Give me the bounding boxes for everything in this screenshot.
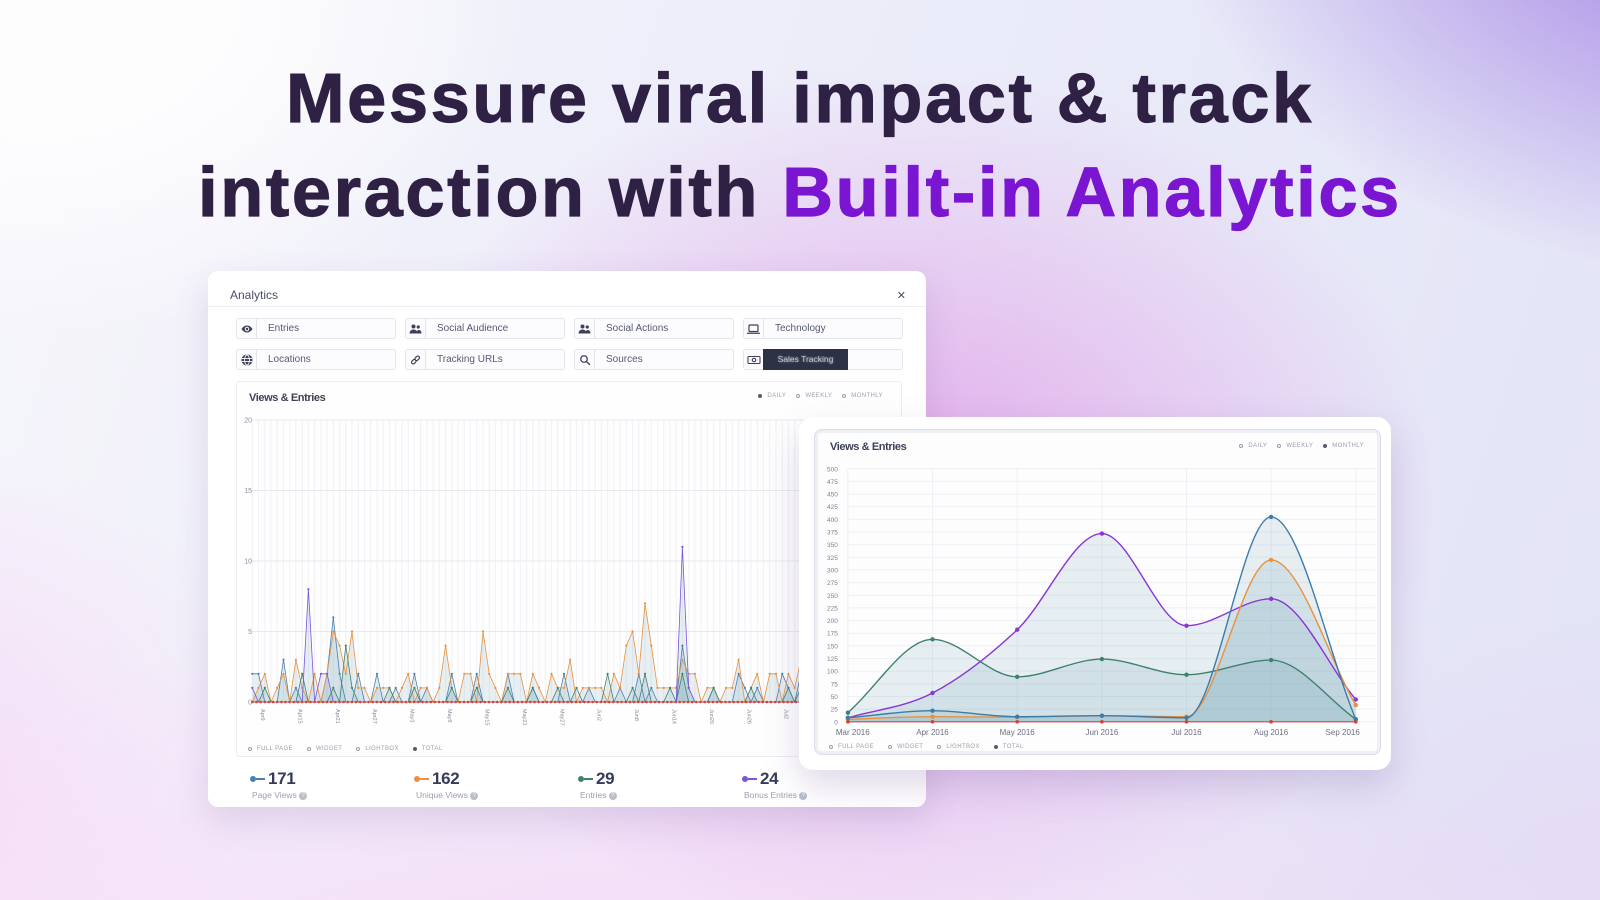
- svg-text:Jun2: Jun2: [596, 709, 602, 721]
- svg-text:Sep 2016: Sep 2016: [1326, 728, 1361, 737]
- svg-text:Jun8: Jun8: [633, 709, 639, 721]
- svg-text:50: 50: [831, 694, 839, 701]
- svg-text:15: 15: [244, 488, 252, 495]
- svg-text:125: 125: [827, 656, 838, 663]
- svg-text:Jun14: Jun14: [671, 709, 677, 724]
- svg-text:Apr21: Apr21: [334, 709, 340, 724]
- svg-text:Mar 2016: Mar 2016: [836, 728, 870, 737]
- svg-text:225: 225: [827, 605, 838, 612]
- svg-text:May 2016: May 2016: [1000, 728, 1036, 737]
- svg-text:500: 500: [827, 466, 838, 473]
- svg-text:150: 150: [827, 643, 838, 650]
- svg-text:425: 425: [827, 504, 838, 511]
- svg-text:375: 375: [827, 530, 838, 537]
- svg-text:Jul 2016: Jul 2016: [1171, 728, 1202, 737]
- svg-text:Apr9: Apr9: [259, 709, 265, 721]
- svg-text:May15: May15: [484, 709, 490, 726]
- svg-text:May27: May27: [558, 709, 564, 726]
- svg-text:May21: May21: [521, 709, 527, 726]
- svg-text:Aug 2016: Aug 2016: [1254, 728, 1289, 737]
- svg-text:Jun20: Jun20: [708, 709, 714, 724]
- svg-text:200: 200: [827, 618, 838, 625]
- svg-text:275: 275: [827, 580, 838, 587]
- svg-text:10: 10: [244, 559, 252, 566]
- svg-text:Apr27: Apr27: [371, 709, 377, 724]
- svg-text:175: 175: [827, 631, 838, 638]
- svg-text:Apr15: Apr15: [296, 709, 302, 724]
- svg-text:5: 5: [248, 629, 252, 636]
- svg-text:25: 25: [831, 707, 839, 714]
- svg-text:0: 0: [248, 700, 252, 707]
- svg-text:75: 75: [831, 681, 839, 688]
- svg-text:400: 400: [827, 517, 838, 524]
- svg-text:450: 450: [827, 492, 838, 499]
- svg-text:300: 300: [827, 568, 838, 575]
- svg-text:Jun26: Jun26: [745, 709, 751, 724]
- svg-text:May9: May9: [446, 709, 452, 722]
- svg-text:May3: May3: [409, 709, 415, 722]
- svg-text:325: 325: [827, 555, 838, 562]
- svg-text:100: 100: [827, 669, 838, 676]
- svg-text:Jul2: Jul2: [783, 709, 789, 719]
- svg-text:0: 0: [834, 719, 838, 726]
- svg-text:20: 20: [244, 418, 252, 425]
- svg-text:Jun 2016: Jun 2016: [1085, 728, 1118, 737]
- svg-text:350: 350: [827, 542, 838, 549]
- svg-text:Apr 2016: Apr 2016: [916, 728, 949, 737]
- svg-text:475: 475: [827, 479, 838, 486]
- svg-text:250: 250: [827, 593, 838, 600]
